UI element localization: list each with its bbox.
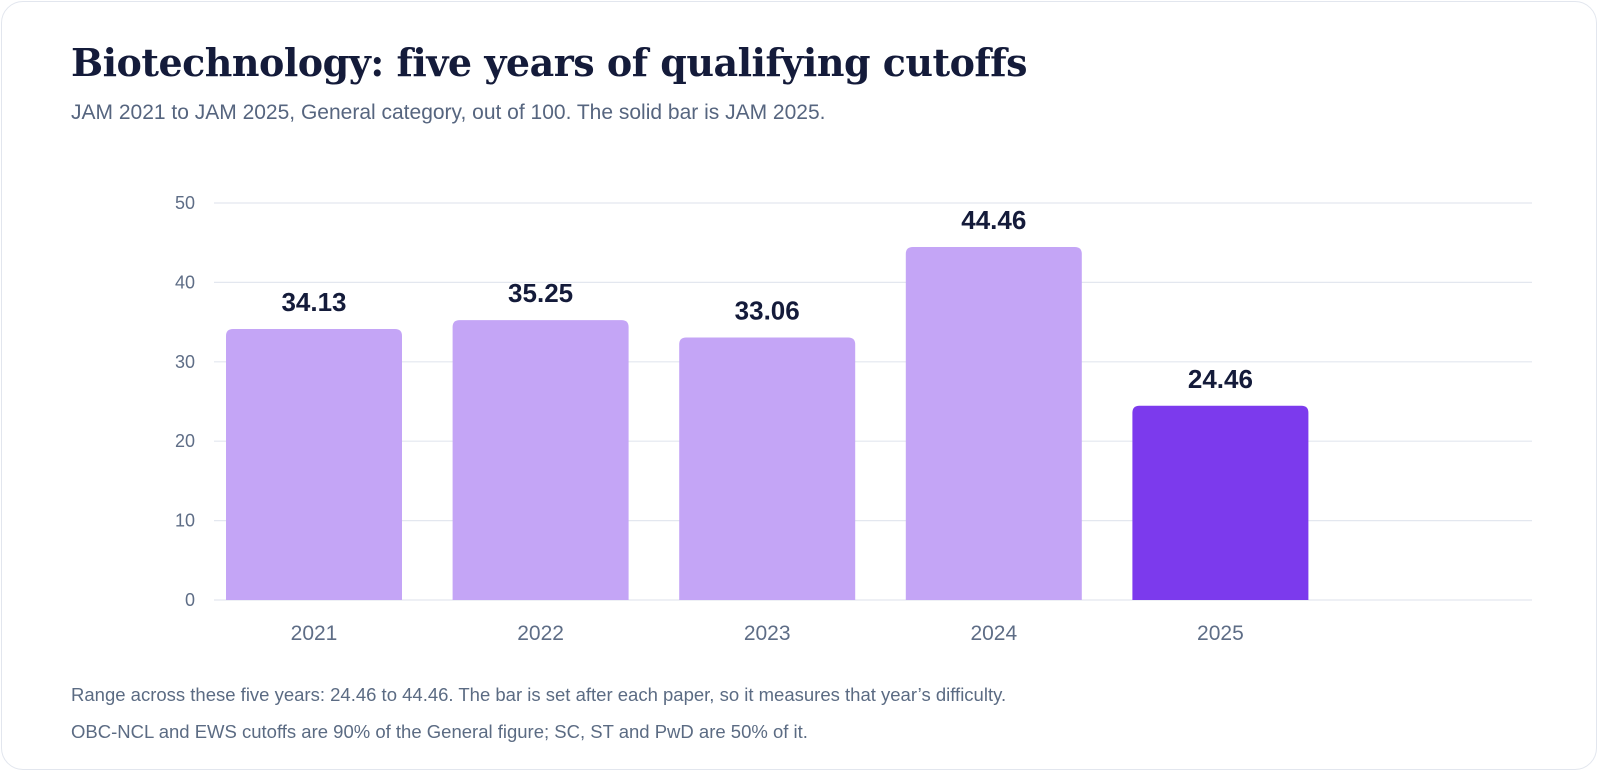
category-note: OBC-NCL and EWS cutoffs are 90% of the G… [71,721,808,742]
x-tick-label-2023: 2023 [744,622,791,645]
range-note: Range across these five years: 24.46 to … [71,684,1007,705]
value-label-2025: 24.46 [1188,364,1253,394]
bar-2025 [1132,405,1309,600]
bar-2024 [905,246,1082,600]
bars [226,246,1309,600]
chart-subtitle: JAM 2021 to JAM 2025, General category, … [71,101,826,124]
value-label-2022: 35.25 [508,278,573,308]
chart-title: Biotechnology: five years of qualifying … [71,40,1028,85]
y-tick-label: 40 [175,272,195,292]
y-tick-label: 30 [175,352,195,372]
value-label-2021: 34.13 [281,287,346,317]
y-axis-ticks: 0 10 20 30 40 50 [175,193,195,610]
bar-2023 [679,337,856,600]
y-tick-label: 0 [185,590,195,610]
y-tick-label: 10 [175,511,195,531]
y-tick-label: 50 [175,193,195,213]
x-axis-ticks: 2021 2022 2023 2024 2025 [291,622,1244,645]
value-label-2024: 44.46 [961,205,1026,235]
bar-2022 [452,320,629,600]
value-label-2023: 33.06 [735,296,800,326]
gridlines [214,202,1532,601]
y-tick-label: 20 [175,431,195,451]
x-tick-label-2025: 2025 [1197,622,1244,645]
x-tick-label-2022: 2022 [517,622,564,645]
bar-2021 [226,329,402,600]
x-tick-label-2021: 2021 [291,622,338,645]
value-labels: 34.13 35.25 33.06 44.46 24.46 [281,205,1252,394]
x-tick-label-2024: 2024 [970,622,1017,645]
